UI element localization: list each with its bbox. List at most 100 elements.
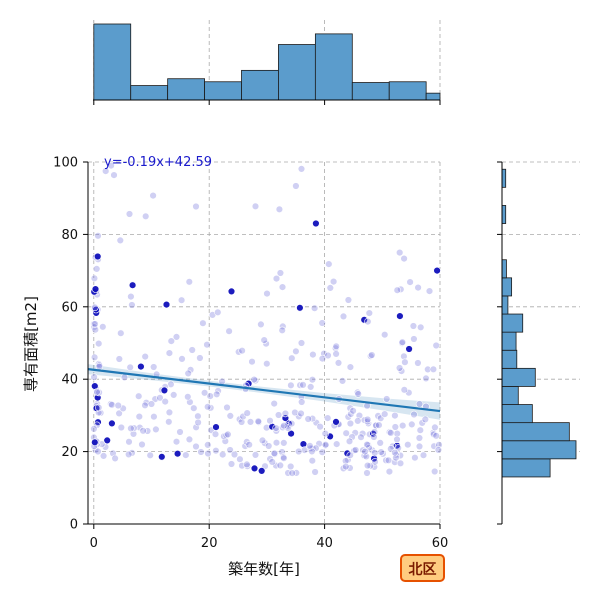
data-point — [94, 447, 102, 456]
right-marginal-histogram — [497, 161, 580, 525]
data-point — [116, 236, 125, 245]
data-point — [177, 296, 186, 304]
data-point — [297, 339, 306, 347]
data-point — [342, 457, 350, 465]
data-point — [408, 420, 416, 429]
data-point — [360, 316, 368, 324]
data-point — [142, 212, 150, 221]
data-point — [385, 428, 394, 436]
scatter-points — [90, 161, 443, 477]
data-point — [329, 277, 338, 286]
data-point — [248, 358, 256, 366]
data-point — [363, 417, 372, 426]
data-point — [117, 423, 126, 432]
data-point — [425, 287, 434, 295]
data-point — [325, 260, 333, 268]
data-point — [92, 265, 101, 273]
data-point — [237, 418, 246, 426]
data-point — [391, 423, 399, 431]
data-point — [414, 283, 422, 292]
data-point — [91, 303, 99, 312]
data-point — [236, 455, 244, 463]
data-point — [342, 429, 350, 437]
data-point — [432, 341, 440, 350]
data-point — [308, 376, 317, 384]
top-hist-bar — [167, 78, 205, 101]
data-point — [278, 283, 287, 291]
data-point — [318, 448, 326, 456]
data-point — [265, 442, 273, 450]
data-point — [431, 467, 439, 476]
data-point — [243, 460, 251, 469]
data-point — [125, 210, 134, 218]
data-point — [298, 398, 306, 406]
data-point — [275, 205, 284, 214]
data-point — [309, 350, 317, 359]
data-point — [172, 333, 181, 341]
data-point — [156, 394, 164, 402]
data-point — [270, 449, 279, 457]
top-marginal-histogram — [93, 20, 441, 105]
data-point — [318, 319, 326, 327]
top-hist-bar — [425, 92, 441, 101]
data-point — [280, 454, 288, 462]
right-hist-bar — [501, 440, 577, 460]
data-point — [141, 401, 149, 409]
data-point — [149, 191, 157, 200]
data-point — [276, 461, 284, 470]
data-point — [396, 248, 404, 257]
data-point — [214, 308, 222, 316]
top-hist-bar — [314, 33, 353, 101]
data-point — [176, 428, 184, 436]
data-point — [141, 352, 149, 361]
data-point — [333, 440, 341, 448]
data-point — [332, 342, 340, 350]
data-point — [281, 409, 290, 418]
data-point — [94, 403, 103, 412]
data-point — [223, 403, 231, 412]
data-point — [258, 467, 266, 475]
data-point — [211, 430, 220, 438]
data-point — [250, 464, 259, 473]
data-point — [371, 449, 379, 457]
data-point — [387, 429, 395, 437]
data-point — [108, 419, 116, 428]
data-point — [365, 309, 373, 317]
data-point — [103, 436, 111, 445]
data-point — [381, 410, 389, 418]
right-hist-bar — [501, 205, 507, 224]
data-point — [254, 417, 262, 425]
data-point — [396, 459, 405, 467]
data-point — [332, 418, 340, 426]
data-point — [321, 441, 330, 449]
data-point — [422, 374, 430, 383]
data-point — [434, 446, 443, 454]
data-point — [152, 425, 160, 434]
x-axis-title: 築年数[年] — [228, 560, 300, 578]
data-point — [226, 412, 235, 420]
data-point — [344, 296, 353, 304]
data-point — [170, 391, 178, 399]
data-point — [90, 425, 98, 433]
data-point — [346, 451, 354, 459]
data-point — [138, 440, 146, 449]
data-point — [125, 438, 133, 446]
data-point — [95, 362, 104, 371]
data-point — [93, 252, 102, 261]
right-hist-bar — [501, 295, 509, 315]
right-hist-bar — [501, 349, 518, 369]
data-point — [127, 292, 135, 301]
data-point — [311, 468, 319, 476]
data-point — [391, 411, 399, 420]
data-point — [363, 415, 372, 424]
data-point — [297, 409, 305, 418]
data-point — [417, 323, 425, 331]
data-point — [196, 354, 204, 362]
data-point — [419, 451, 428, 459]
main-grid — [88, 161, 441, 524]
data-point — [227, 460, 236, 468]
data-point — [126, 363, 134, 371]
data-point — [94, 339, 103, 348]
data-point — [308, 447, 316, 456]
data-point — [241, 442, 249, 450]
